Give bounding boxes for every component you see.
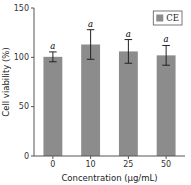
error-bar [162, 45, 170, 65]
annotations: a a a a [50, 19, 168, 51]
y-tick-label: 150 [14, 4, 29, 13]
bar [119, 51, 138, 156]
x-tick-label: 50 [161, 160, 171, 169]
y-axis-line [34, 8, 35, 156]
legend-swatch [156, 15, 163, 22]
plot-area [43, 30, 175, 156]
x-tick [128, 156, 129, 159]
annotation: a [164, 34, 169, 44]
error-bar [125, 40, 133, 64]
chart-container: 0 50 100 150 a a a a 0 10 25 50 Concentration (μg/mL… [0, 0, 191, 185]
x-tick-label: 10 [86, 160, 96, 169]
x-axis-line [34, 156, 185, 157]
x-axis-label: Concentration (μg/mL) [61, 173, 157, 183]
x-tick [166, 156, 167, 159]
error-bar [49, 52, 57, 62]
x-tick-label: 0 [50, 160, 55, 169]
y-axis: 0 50 100 150 [14, 4, 34, 161]
x-axis: 0 10 25 50 [50, 156, 171, 169]
x-tick [52, 156, 53, 159]
annotation: a [88, 19, 93, 29]
x-tick-label: 25 [123, 160, 133, 169]
annotation: a [126, 29, 131, 39]
error-bar [87, 30, 95, 60]
legend: CE [153, 11, 182, 25]
legend-box [153, 11, 182, 25]
bar [43, 57, 62, 156]
y-axis-label: Cell viability (%) [1, 47, 11, 116]
y-tick-label: 100 [14, 53, 29, 62]
chart: 0 50 100 150 a a a a 0 10 25 50 Concentration (μg/mL… [0, 0, 191, 185]
y-tick-label: 50 [19, 102, 29, 111]
x-tick [90, 156, 91, 159]
y-tick-label: 0 [24, 152, 29, 161]
bar [81, 45, 100, 156]
annotation: a [50, 41, 55, 51]
bar [157, 55, 176, 156]
legend-label: CE [166, 13, 179, 23]
